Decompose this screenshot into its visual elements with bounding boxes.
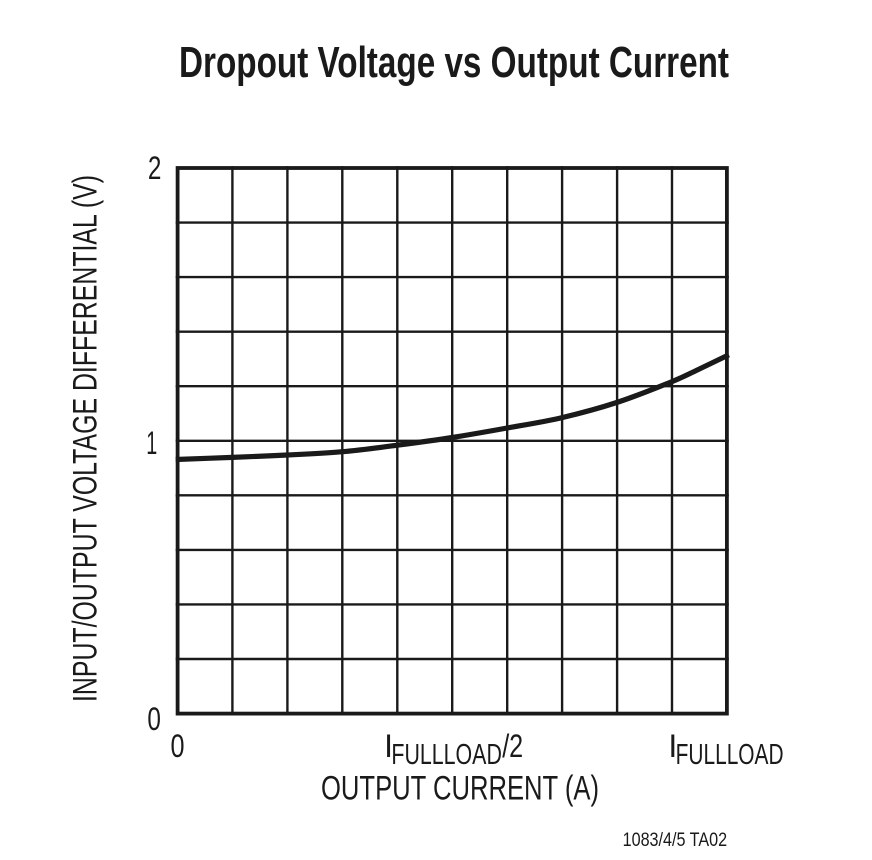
svg-text:FULLLOAD: FULLLOAD [391,739,502,771]
svg-text:INPUT/OUTPUT VOLTAGE DIFFERENT: INPUT/OUTPUT VOLTAGE DIFFERENTIAL (V) [67,175,105,702]
svg-text:2: 2 [148,150,162,186]
svg-text:/2: /2 [502,728,523,764]
svg-text:Dropout Voltage vs Output Curr: Dropout Voltage vs Output Current [179,38,729,87]
svg-text:1: 1 [146,425,157,461]
svg-text:OUTPUT CURRENT (A): OUTPUT CURRENT (A) [321,770,599,808]
svg-text:0: 0 [147,701,161,737]
svg-text:I: I [668,728,677,764]
svg-text:I: I [384,728,393,764]
svg-text:1083/4/5 TA02: 1083/4/5 TA02 [623,829,728,851]
svg-text:0: 0 [171,728,185,764]
svg-text:FULLLOAD: FULLLOAD [676,739,784,771]
